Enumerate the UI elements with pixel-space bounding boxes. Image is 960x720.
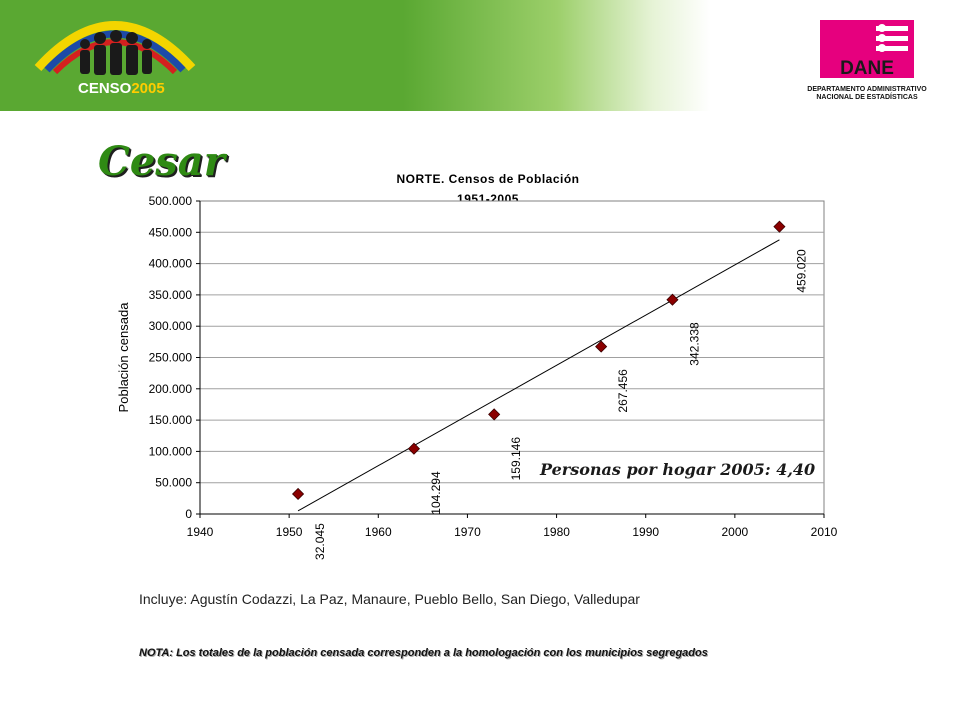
dane-caption-line1: DEPARTAMENTO ADMINISTRATIVO [807,86,927,93]
annotation-persons-per-household: Personas por hogar 2005: 4,40 [539,460,815,479]
data-label: 104.294 [429,471,443,515]
y-tick-label: 300.000 [149,319,193,333]
dane-caption-line2: NACIONAL DE ESTADÍSTICAS [816,94,918,101]
x-tick-label: 1970 [454,525,481,539]
y-tick-label: 150.000 [149,413,193,427]
censo-logo-text: CENSO2005 [78,80,165,97]
data-label: 267.456 [616,369,630,413]
data-point [773,220,786,233]
x-tick-label: 1950 [276,525,303,539]
y-axis-label: Población censada [116,302,131,413]
data-label: 342.338 [687,322,701,366]
note-text: NOTA: Los totales de la población censad… [139,647,708,659]
x-tick-label: 1960 [365,525,392,539]
data-point [488,408,501,421]
x-tick-label: 2010 [811,525,838,539]
y-tick-label: 350.000 [149,288,193,302]
y-tick-label: 400.000 [149,257,193,271]
y-tick-label: 250.000 [149,351,193,365]
x-tick-label: 1980 [543,525,570,539]
data-point [595,340,608,353]
y-tick-label: 100.000 [149,444,193,458]
dane-brand-text: DANE [840,58,894,78]
data-label: 159.146 [509,437,523,481]
y-tick-label: 0 [185,507,192,521]
y-tick-label: 200.000 [149,382,193,396]
x-tick-label: 2000 [722,525,749,539]
y-tick-label: 50.000 [155,476,192,490]
x-tick-label: 1990 [632,525,659,539]
trendline [297,239,780,512]
x-tick-label: 1940 [187,525,214,539]
data-point [407,442,421,455]
chart-title: NORTE. Censos de Población [396,172,580,186]
page-title: Cesar [98,138,225,185]
y-tick-label: 450.000 [149,225,193,239]
data-label: 32.045 [313,523,327,560]
data-point [666,293,679,306]
y-tick-label: 500.000 [149,194,193,208]
includes-text: Incluye: Agustín Codazzi, La Paz, Manaur… [139,591,640,607]
dane-logo: DANE [820,20,914,78]
data-point [291,487,305,501]
data-label: 459.020 [794,249,808,293]
dane-caption: DEPARTAMENTO ADMINISTRATIVO NACIONAL DE … [790,86,944,102]
censo-2005-logo [34,21,196,75]
